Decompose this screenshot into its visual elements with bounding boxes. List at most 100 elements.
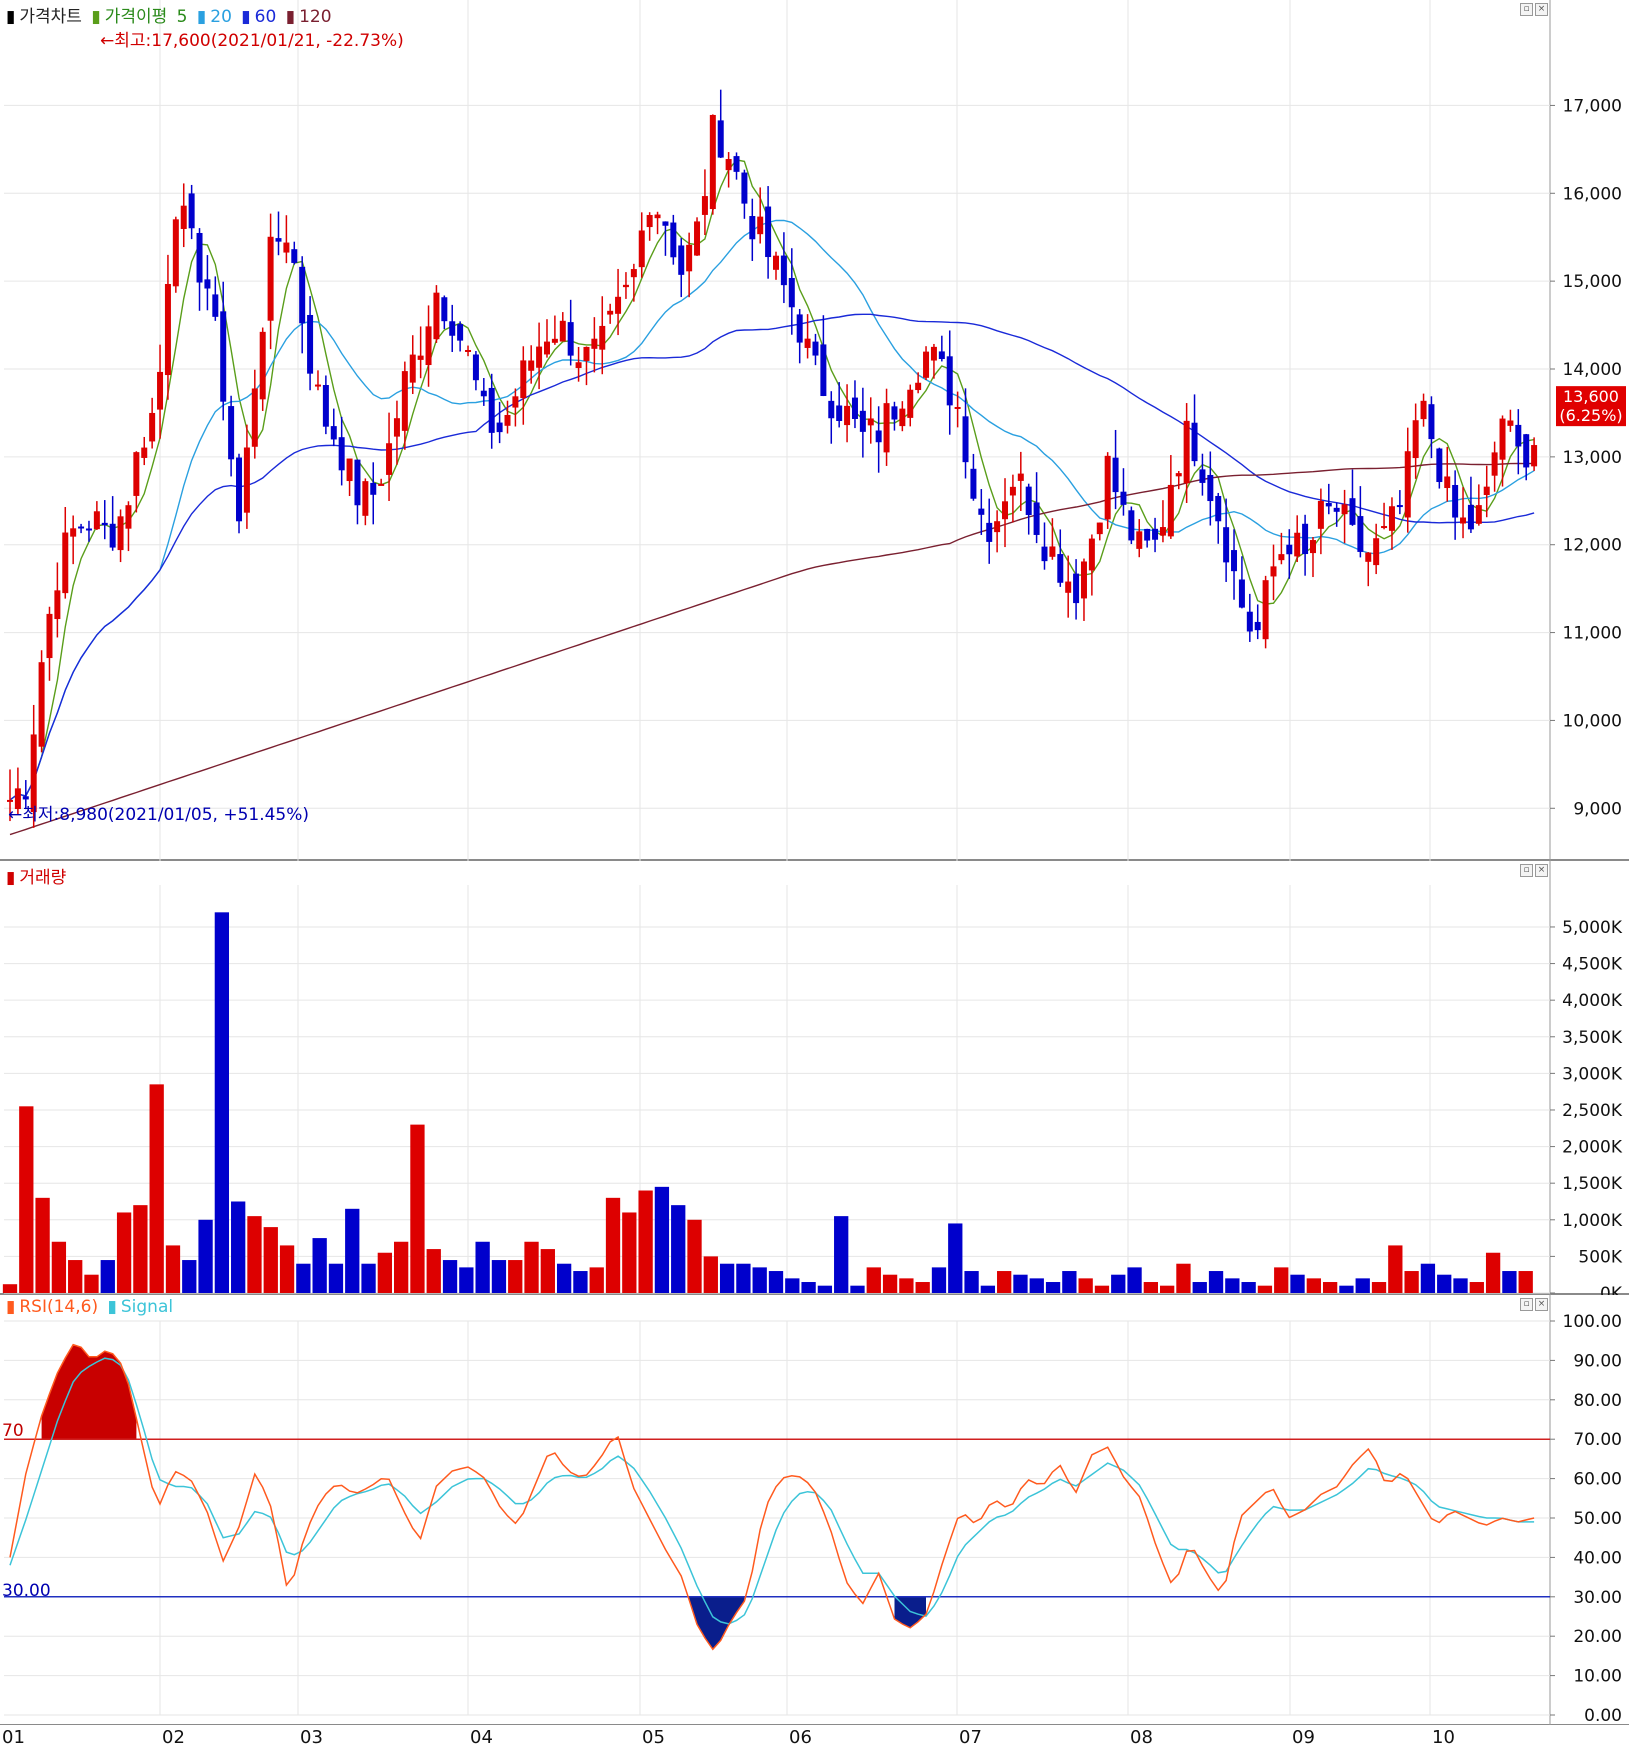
price-tick-label: 12,000: [1563, 536, 1622, 556]
candle-down: [196, 232, 203, 283]
rsi-tick-label: 20.00: [1573, 1627, 1622, 1647]
candle-down: [978, 508, 985, 515]
volume-bar: [736, 1263, 751, 1293]
volume-bar: [1127, 1267, 1142, 1293]
volume-bar: [475, 1241, 490, 1293]
candle-up: [172, 219, 179, 287]
candle-up: [1341, 504, 1348, 515]
volume-bar: [980, 1285, 996, 1293]
volume-bar: [524, 1241, 539, 1293]
volume-bar: [964, 1271, 979, 1293]
volume-bar: [231, 1201, 246, 1293]
candle-down: [457, 324, 464, 341]
candle-down: [338, 437, 345, 471]
volume-bar: [1160, 1285, 1175, 1293]
volume-bar: [1045, 1282, 1061, 1293]
rsi-line: [9, 1343, 1535, 1651]
signal-legend-marker: ▮: [107, 1297, 117, 1317]
volume-bar: [2, 1284, 18, 1293]
price-panel: 17,000 16,000 15,000 14,000 13,000 12,000 11,0…: [0, 0, 1629, 861]
candle-down: [220, 311, 227, 402]
candle-down: [1246, 611, 1253, 632]
minimize-icon[interactable]: ▫: [1520, 864, 1533, 877]
volume-bar: [1241, 1282, 1256, 1293]
volume-tick-label: 5,000K: [1562, 918, 1623, 938]
close-icon[interactable]: ×: [1535, 864, 1548, 877]
candle-up: [393, 418, 400, 437]
candle-down: [1467, 504, 1474, 530]
x-axis: 01 02 03 04 05 06 07 08 09 10: [0, 1725, 1629, 1752]
candle-up: [686, 244, 693, 272]
candle-up: [1278, 554, 1285, 561]
volume-bar: [703, 1256, 718, 1293]
candle-down: [1152, 528, 1159, 540]
price-chart-svg[interactable]: 17,000 16,000 15,000 14,000 13,000 12,000 11,0…: [0, 0, 1629, 861]
candle-down: [820, 344, 827, 397]
candle-up: [243, 447, 250, 513]
x-tick-label: 05: [642, 1727, 665, 1748]
candle-down: [938, 351, 945, 360]
rsi-tick-label: 0.00: [1584, 1706, 1622, 1725]
rsi-tick-label: 10.00: [1573, 1667, 1622, 1687]
volume-bar: [605, 1197, 621, 1293]
candle-up: [867, 418, 874, 426]
candle-up: [575, 362, 582, 369]
volume-tick-label: 2,500K: [1562, 1101, 1623, 1121]
candle-down: [449, 321, 456, 336]
minimize-icon[interactable]: ▫: [1520, 1298, 1533, 1311]
close-icon[interactable]: ×: [1535, 3, 1548, 16]
volume-bar: [345, 1208, 360, 1293]
candle-up: [646, 215, 653, 228]
candle-up: [346, 458, 353, 482]
x-tick-label: 08: [1130, 1727, 1153, 1748]
candle-down: [1128, 510, 1135, 541]
candle-down: [212, 294, 219, 317]
volume-bar: [19, 1106, 34, 1293]
volume-bar: [834, 1216, 849, 1293]
candle-up: [804, 338, 811, 348]
volume-bar: [785, 1278, 800, 1293]
candle-up: [1294, 532, 1301, 557]
candle-up: [915, 382, 922, 391]
volume-bar: [1225, 1278, 1240, 1293]
volume-chart-svg[interactable]: 5,000K 4,500K 4,000K 3,500K 3,000K 2,500K 2,00…: [0, 861, 1629, 1295]
candle-up: [930, 346, 937, 361]
candle-up: [630, 269, 637, 278]
volume-tick-label: 0K: [1600, 1284, 1623, 1295]
ma60-legend: 60: [254, 7, 277, 27]
candle-up: [433, 292, 440, 340]
rsi-oversold-fill: [689, 1596, 745, 1650]
candle-up: [117, 516, 124, 551]
volume-tick-label: 4,500K: [1562, 955, 1623, 975]
volume-bar: [361, 1263, 376, 1293]
candle-up: [694, 221, 701, 256]
volume-bar: [817, 1285, 833, 1293]
rsi-chart-svg[interactable]: 100.00 90.00 80.00 70.00 60.00 50.00 40.00 30.0…: [0, 1295, 1629, 1725]
volume-bar: [719, 1263, 735, 1293]
candle-up: [1381, 526, 1388, 529]
candle-down: [796, 314, 803, 343]
candle-up: [622, 284, 629, 288]
candle-up: [1475, 505, 1482, 524]
close-icon[interactable]: ×: [1535, 1298, 1548, 1311]
candle-down: [275, 238, 282, 242]
volume-bar: [394, 1241, 409, 1293]
candle-down: [188, 193, 195, 229]
candle-up: [1404, 451, 1411, 518]
current-price-label: 13,600: [1563, 387, 1619, 406]
candle-up: [14, 788, 21, 810]
volume-bar: [1502, 1271, 1517, 1293]
volume-bar: [948, 1223, 963, 1293]
candle-down: [1302, 523, 1309, 555]
candle-up: [1412, 420, 1419, 459]
candle-up: [899, 408, 906, 427]
minimize-icon[interactable]: ▫: [1520, 3, 1533, 16]
volume-legend-title: 거래량: [19, 868, 67, 888]
volume-bar: [997, 1271, 1012, 1293]
volume-bar: [491, 1260, 507, 1293]
volume-bar: [1420, 1263, 1436, 1293]
volume-bar: [1469, 1282, 1484, 1293]
volume-bar: [1306, 1278, 1321, 1293]
candle-up: [1009, 486, 1016, 496]
rsi-tick-label: 50.00: [1573, 1509, 1622, 1529]
